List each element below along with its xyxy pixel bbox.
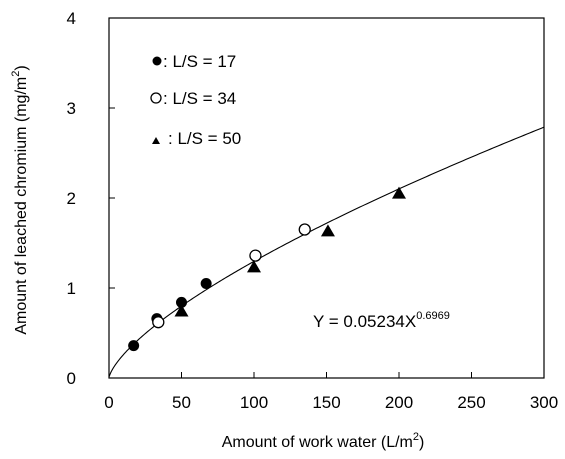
y-tick-label: 3: [67, 99, 76, 118]
legend-marker-filled-triangle: [152, 137, 160, 144]
point-ls-50: [247, 260, 261, 273]
point-ls-17: [176, 296, 187, 308]
x-tick-label: 150: [312, 393, 340, 412]
legend-marker-open-circle: [150, 92, 162, 104]
y-tick-label: 0: [67, 369, 76, 388]
point-ls-17: [128, 340, 140, 352]
x-tick-label: 300: [530, 393, 558, 412]
point-ls-17: [200, 278, 212, 289]
axis-ticks-layer: 0 50 100 150 200 250 300 0 1 2 3 4: [67, 9, 559, 412]
legend-marker-filled-circle: [152, 56, 162, 66]
y-tick-label: 1: [67, 279, 76, 298]
data-points-layer: [128, 186, 406, 352]
y-axis-label: Amount of leached chromium (mg/m2): [10, 65, 30, 334]
x-tick-label: 250: [457, 393, 485, 412]
point-ls-50: [320, 224, 335, 237]
legend-label-ls-17: : L/S = 17: [163, 52, 236, 71]
point-ls-34: [298, 223, 311, 236]
x-axis-label: Amount of work water (L/m2): [222, 431, 425, 451]
point-ls-50: [392, 186, 406, 199]
point-ls-34: [249, 249, 262, 262]
fit-curve: [108, 126, 545, 377]
x-tick-label: 200: [385, 393, 413, 412]
x-tick-label: 50: [172, 393, 191, 412]
x-tick-label: 0: [104, 393, 113, 412]
fit-curve-layer: [108, 126, 545, 377]
point-ls-50: [174, 304, 189, 317]
y-tick-label: 2: [67, 189, 76, 208]
legend-item-ls-50: : L/S = 50: [152, 129, 241, 148]
fit-equation: Y = 0.05234X0.6969: [313, 310, 450, 331]
legend-item-ls-17: : L/S = 17: [152, 52, 236, 71]
legend: : L/S = 17 : L/S = 34 : L/S = 50: [150, 52, 241, 148]
y-tick-label: 4: [67, 9, 76, 28]
point-ls-34: [152, 316, 165, 329]
x-tick-label: 100: [240, 393, 268, 412]
legend-item-ls-34: : L/S = 34: [150, 89, 236, 108]
legend-label-ls-50: : L/S = 50: [168, 129, 241, 148]
legend-label-ls-34: : L/S = 34: [163, 89, 236, 108]
